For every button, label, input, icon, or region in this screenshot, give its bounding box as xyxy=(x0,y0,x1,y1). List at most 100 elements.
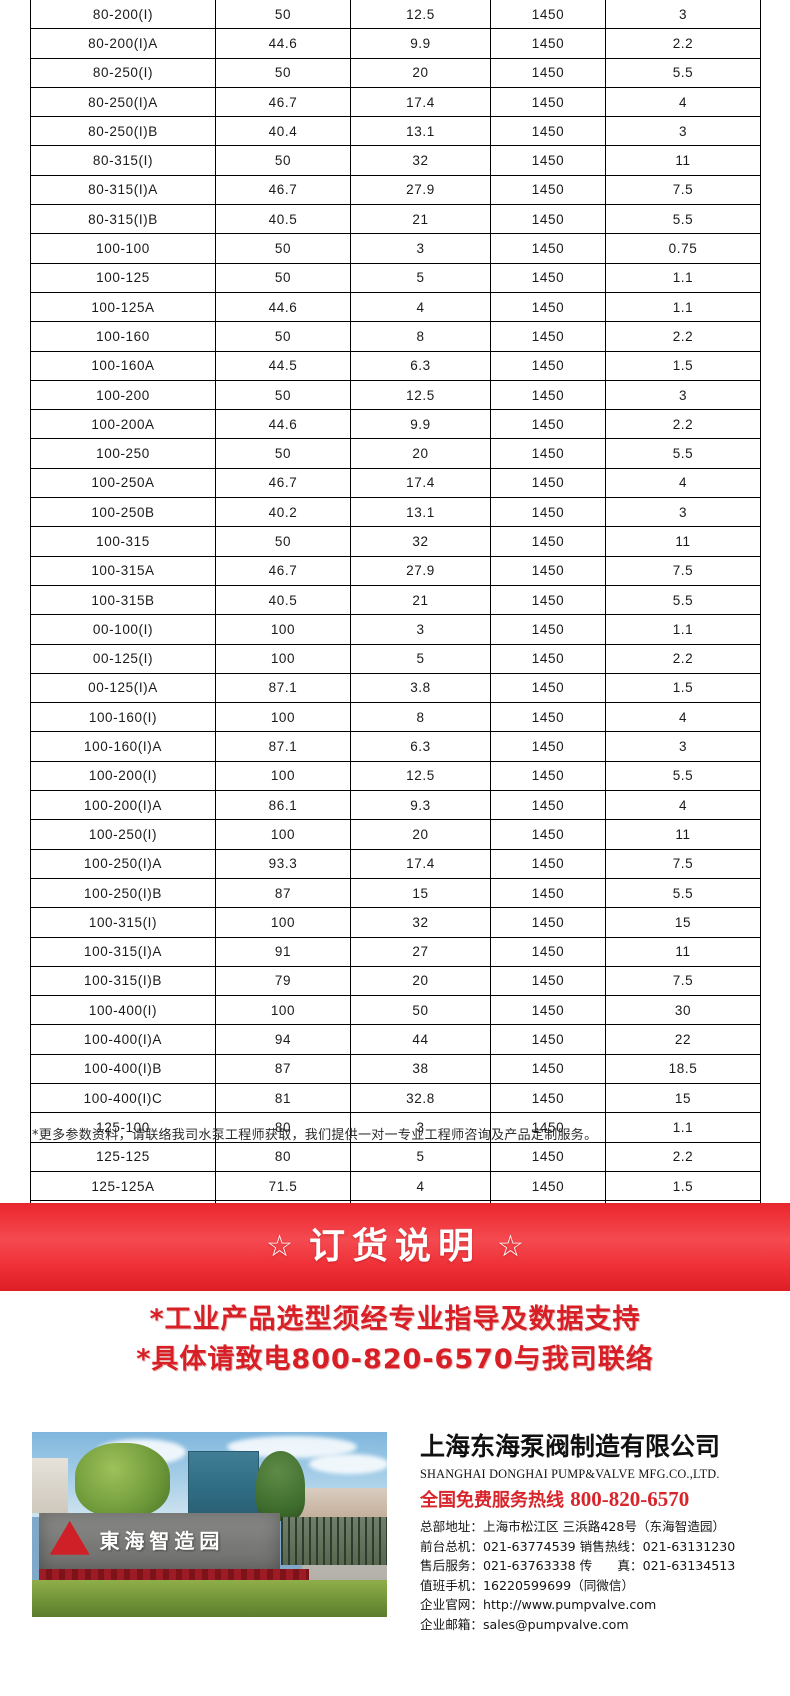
table-cell: 1450 xyxy=(490,614,606,645)
contact-line: 值班手机：16220599699（同微信） xyxy=(420,1577,635,1593)
table-cell: 79 xyxy=(215,965,351,997)
footer: 東海智造园 上海东海泵阀制造有限公司 SHANGHAI DONGHAI PUMP… xyxy=(0,1432,790,1632)
table-cell: 1450 xyxy=(490,1024,606,1055)
table-cell: 40.5 xyxy=(215,584,351,616)
table-cell: 1450 xyxy=(490,233,606,264)
table-cell: 32 xyxy=(350,907,491,938)
table-row: 125-125 80 5 1450 2.2 xyxy=(30,1141,761,1172)
table-cell: 100-160(I) xyxy=(30,702,216,733)
table-row: 100-250A 46.7 17.4 1450 4 xyxy=(30,467,761,499)
photo-cloud xyxy=(308,1454,387,1475)
table-cell: 8 xyxy=(350,321,491,352)
table-cell: 100 xyxy=(215,643,351,674)
table-cell: 100-125A xyxy=(30,291,216,323)
table-cell: 00-125(I)A xyxy=(30,672,216,704)
table-cell: 1450 xyxy=(490,0,606,30)
table-cell: 1450 xyxy=(490,28,606,59)
hotline-label: 全国免费服务热线 xyxy=(420,1490,564,1511)
table-cell: 100 xyxy=(215,702,351,733)
table-cell: 71.5 xyxy=(215,1170,351,1202)
table-cell: 87.1 xyxy=(215,731,351,762)
table-cell: 100-100 xyxy=(30,233,216,264)
table-cell: 44.6 xyxy=(215,291,351,323)
table-cell: 80-200(I) xyxy=(30,0,216,30)
table-cell: 3 xyxy=(605,497,761,528)
order-note-line-2: *具体请致电800-820-6570与我司联络 xyxy=(136,1344,654,1375)
table-cell: 1450 xyxy=(490,584,606,616)
table-cell: 27 xyxy=(350,936,491,967)
specification-table-container: 80-200(I) 50 12.5 1450 3 80-200(I)A 44.6 9.9 145… xyxy=(30,0,761,1231)
table-cell: 12.5 xyxy=(350,0,491,30)
table-cell: 46.7 xyxy=(215,555,351,586)
table-row: 100-200A 44.6 9.9 1450 2.2 xyxy=(30,409,761,440)
table-cell: 1450 xyxy=(490,526,606,557)
table-cell: 80 xyxy=(215,1141,351,1172)
table-cell: 11 xyxy=(605,936,761,967)
table-cell: 1450 xyxy=(490,995,606,1026)
table-cell: 50 xyxy=(215,262,351,293)
table-cell: 3 xyxy=(605,0,761,30)
table-cell: 100-400(I)C xyxy=(30,1082,216,1114)
table-cell: 1450 xyxy=(490,760,606,792)
table-cell: 1450 xyxy=(490,936,606,967)
table-cell: 13.1 xyxy=(350,116,491,147)
table-cell: 17.4 xyxy=(350,467,491,499)
table-row: 80-200(I)A 44.6 9.9 1450 2.2 xyxy=(30,28,761,59)
contact-lines: 总部地址：上海市松江区 三浜路428号（东海智造园） 前台总机：021-63774… xyxy=(420,1517,780,1634)
table-row: 125-100 80 3 1450 1.1 xyxy=(30,1112,761,1143)
table-cell: 1450 xyxy=(490,1141,606,1172)
table-cell: 4 xyxy=(605,790,761,821)
table-cell: 9.9 xyxy=(350,409,491,440)
table-cell: 1450 xyxy=(490,174,606,206)
table-row: 100-160A 44.5 6.3 1450 1.5 xyxy=(30,350,761,381)
table-cell: 100 xyxy=(215,614,351,645)
table-row: 100-400(I) 100 50 1450 30 xyxy=(30,995,761,1026)
table-cell: 1450 xyxy=(490,965,606,997)
table-cell: 86.1 xyxy=(215,790,351,821)
table-row: 00-125(I) 100 5 1450 2.2 xyxy=(30,643,761,674)
table-cell: 15 xyxy=(605,907,761,938)
table-cell: 1450 xyxy=(490,321,606,352)
table-cell: 00-125(I) xyxy=(30,643,216,674)
specification-table: 80-200(I) 50 12.5 1450 3 80-200(I)A 44.6 9.9 145… xyxy=(30,0,761,1231)
table-cell: 1450 xyxy=(490,262,606,293)
table-cell: 4 xyxy=(605,86,761,118)
table-cell: 13.1 xyxy=(350,497,491,528)
table-row: 80-315(I) 50 32 1450 11 xyxy=(30,145,761,176)
contact-line: 总部地址：上海市松江区 三浜路428号（东海智造园） xyxy=(420,1519,726,1534)
table-cell: 125-125 xyxy=(30,1141,216,1172)
table-cell: 5 xyxy=(350,262,491,293)
table-cell: 100-250(I)A xyxy=(30,848,216,879)
table-cell: 100-315(I)B xyxy=(30,965,216,997)
table-row: 100-125 50 5 1450 1.1 xyxy=(30,262,761,293)
table-cell: 50 xyxy=(215,321,351,352)
photo-glass-building xyxy=(188,1450,260,1518)
table-cell: 100 xyxy=(215,760,351,792)
table-cell: 80 xyxy=(215,1112,351,1143)
company-name-cn: 上海东海泵阀制造有限公司 xyxy=(420,1432,721,1461)
table-cell: 100-250B xyxy=(30,497,216,528)
table-cell: 4 xyxy=(605,702,761,733)
table-cell: 5.5 xyxy=(605,877,761,909)
banner-title: 订货说明 xyxy=(308,1226,481,1267)
table-row: 100-250B 40.2 13.1 1450 3 xyxy=(30,497,761,528)
table-row: 80-200(I) 50 12.5 1450 3 xyxy=(30,0,761,30)
table-cell: 100-200A xyxy=(30,409,216,440)
table-cell: 1.1 xyxy=(605,1112,761,1143)
table-cell: 50 xyxy=(215,438,351,469)
table-cell: 44.5 xyxy=(215,350,351,381)
table-cell: 1450 xyxy=(490,1170,606,1202)
company-info: 上海东海泵阀制造有限公司 SHANGHAI DONGHAI PUMP&VALVE… xyxy=(420,1432,780,1634)
table-cell: 100-315A xyxy=(30,555,216,586)
table-cell: 80-250(I)A xyxy=(30,86,216,118)
table-cell: 1450 xyxy=(490,907,606,938)
table-cell: 100-160 xyxy=(30,321,216,352)
table-row: 100-200(I) 100 12.5 1450 5.5 xyxy=(30,760,761,792)
table-cell: 80-250(I) xyxy=(30,57,216,88)
table-cell: 1450 xyxy=(490,497,606,528)
table-cell: 1.1 xyxy=(605,262,761,293)
table-cell: 50 xyxy=(215,526,351,557)
table-cell: 3 xyxy=(605,379,761,411)
table-row: 00-100(I) 100 3 1450 1.1 xyxy=(30,614,761,645)
table-cell: 11 xyxy=(605,145,761,176)
